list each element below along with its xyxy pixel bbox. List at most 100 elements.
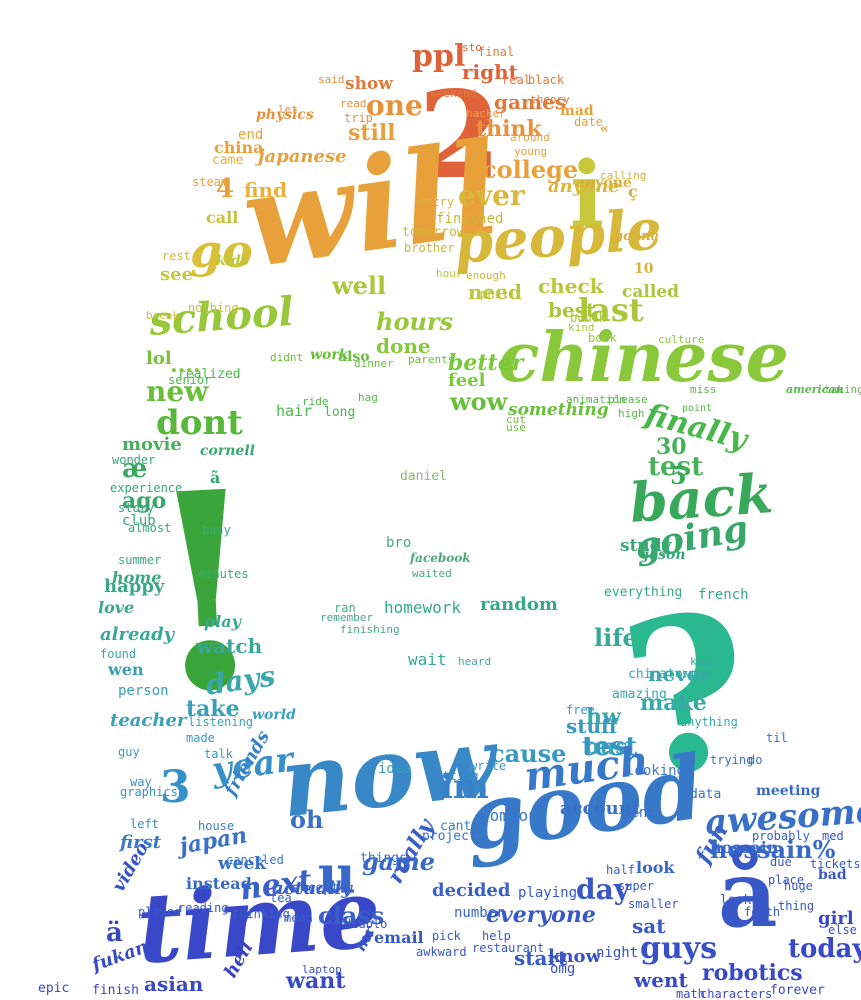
cloud-word: summer [118,553,162,567]
cloud-word: trip [344,111,373,125]
cloud-word: games [494,90,567,114]
cloud-word: movie [122,434,182,455]
cloud-word: senior [168,373,212,387]
cloud-word: almost [128,521,172,535]
cloud-word: love [98,598,135,617]
cloud-word: looking [626,763,686,779]
cloud-word: canceled [226,853,284,867]
cloud-word: week [218,854,267,874]
cloud-word: remember [320,611,373,624]
cloud-word: listening [188,715,254,729]
cloud-word: chinese [498,318,789,398]
cloud-word: miss [690,383,717,396]
cloud-word: finished [436,211,504,227]
cloud-word: cause [490,739,567,768]
cloud-word: restaurant [472,941,545,955]
cloud-word: college [482,155,579,184]
cloud-word: instead [186,874,252,893]
cloud-word: life [594,623,638,652]
cloud-word: diablo [344,917,388,931]
cloud-word: waited [412,567,452,580]
cloud-word: animation [566,393,626,406]
cloud-word: lol [146,348,172,369]
cloud-word: 4 [216,174,235,204]
cloud-word: i [570,142,605,248]
cloud-word: ran [334,601,356,615]
cloud-word: final [478,45,515,59]
cloud-word: dinner [354,357,394,370]
cloud-word: made [186,731,215,745]
cloud-word: young [514,145,548,158]
cloud-word: ç [628,182,638,201]
cloud-word: stuff [566,714,618,738]
cloud-word: oh [290,805,324,834]
cloud-word: hair [276,402,313,420]
cloud-word: play [204,612,241,631]
cloud-word: playing [518,885,578,901]
cloud-word: cut [506,413,526,426]
cloud-word: guys [640,931,718,966]
cloud-word: anything [680,715,738,729]
cloud-word: parents [408,353,455,366]
cloud-word: amazing [612,687,667,702]
cloud-word: book [588,331,617,345]
cloud-word: looks [720,893,760,908]
cloud-word: way [130,775,152,789]
cloud-word: culture [658,333,705,346]
cloud-word: realized [178,367,241,382]
cloud-word: watch [196,634,263,658]
cloud-word: mean [284,911,313,925]
cloud-word: mad [560,103,594,119]
cloud-word: trying [710,753,754,767]
cloud-word: facebook [410,551,471,565]
cloud-word: heard [458,655,492,668]
cloud-word: club [122,513,156,529]
cloud-word: still [348,120,396,146]
cloud-word: done [376,334,431,358]
cloud-word: brother [404,241,455,255]
cloud-word: take [186,696,240,722]
cloud-word: someone [480,806,548,825]
cloud-word: home [112,568,162,587]
cloud-word: house [198,819,235,833]
cloud-word: tea [270,891,292,905]
cloud-word: best [548,298,596,322]
cloud-word: kind [568,321,595,334]
cloud-word: finishing [340,623,400,636]
cloud-word: « [600,121,609,137]
cloud-word: dont [156,403,243,443]
cloud-word: need [468,280,522,304]
cloud-word: keep [690,655,717,668]
cloud-word: start [514,946,568,970]
cloud-word: awkward [416,945,467,959]
cloud-word: minutes [198,567,249,581]
cloud-word: .... [170,352,201,378]
cloud-word: 30 [656,434,687,460]
cloud-word: entry [418,195,455,209]
cloud-word: hossain [710,838,779,857]
cloud-word: decided [432,880,511,901]
cloud-word: french [698,587,749,603]
cloud-word: read [340,97,367,110]
cloud-word: guy [118,745,140,759]
cloud-word: test [582,732,638,762]
cloud-word: things [360,851,407,866]
cloud-word: high [618,407,645,420]
cloud-word: wonder [112,453,156,467]
cloud-word: epic [38,981,70,996]
cloud-word: phil [480,287,509,301]
cloud-word: bus [584,734,628,760]
cloud-word: didnt [270,351,304,364]
cloud-word: played [138,905,182,919]
cloud-word: forth [744,905,781,919]
cloud-word: everyone [486,902,596,928]
cloud-word: ppl [412,39,466,74]
cloud-word: getting [428,769,479,783]
cloud-word: due [770,855,792,869]
cloud-word: hw [586,704,621,730]
cloud-word: except [292,881,339,896]
cloud-word: hag [358,391,378,404]
cloud-word: gonna [614,229,660,244]
cloud-word: reading [178,901,229,915]
cloud-word: happy [104,576,165,597]
